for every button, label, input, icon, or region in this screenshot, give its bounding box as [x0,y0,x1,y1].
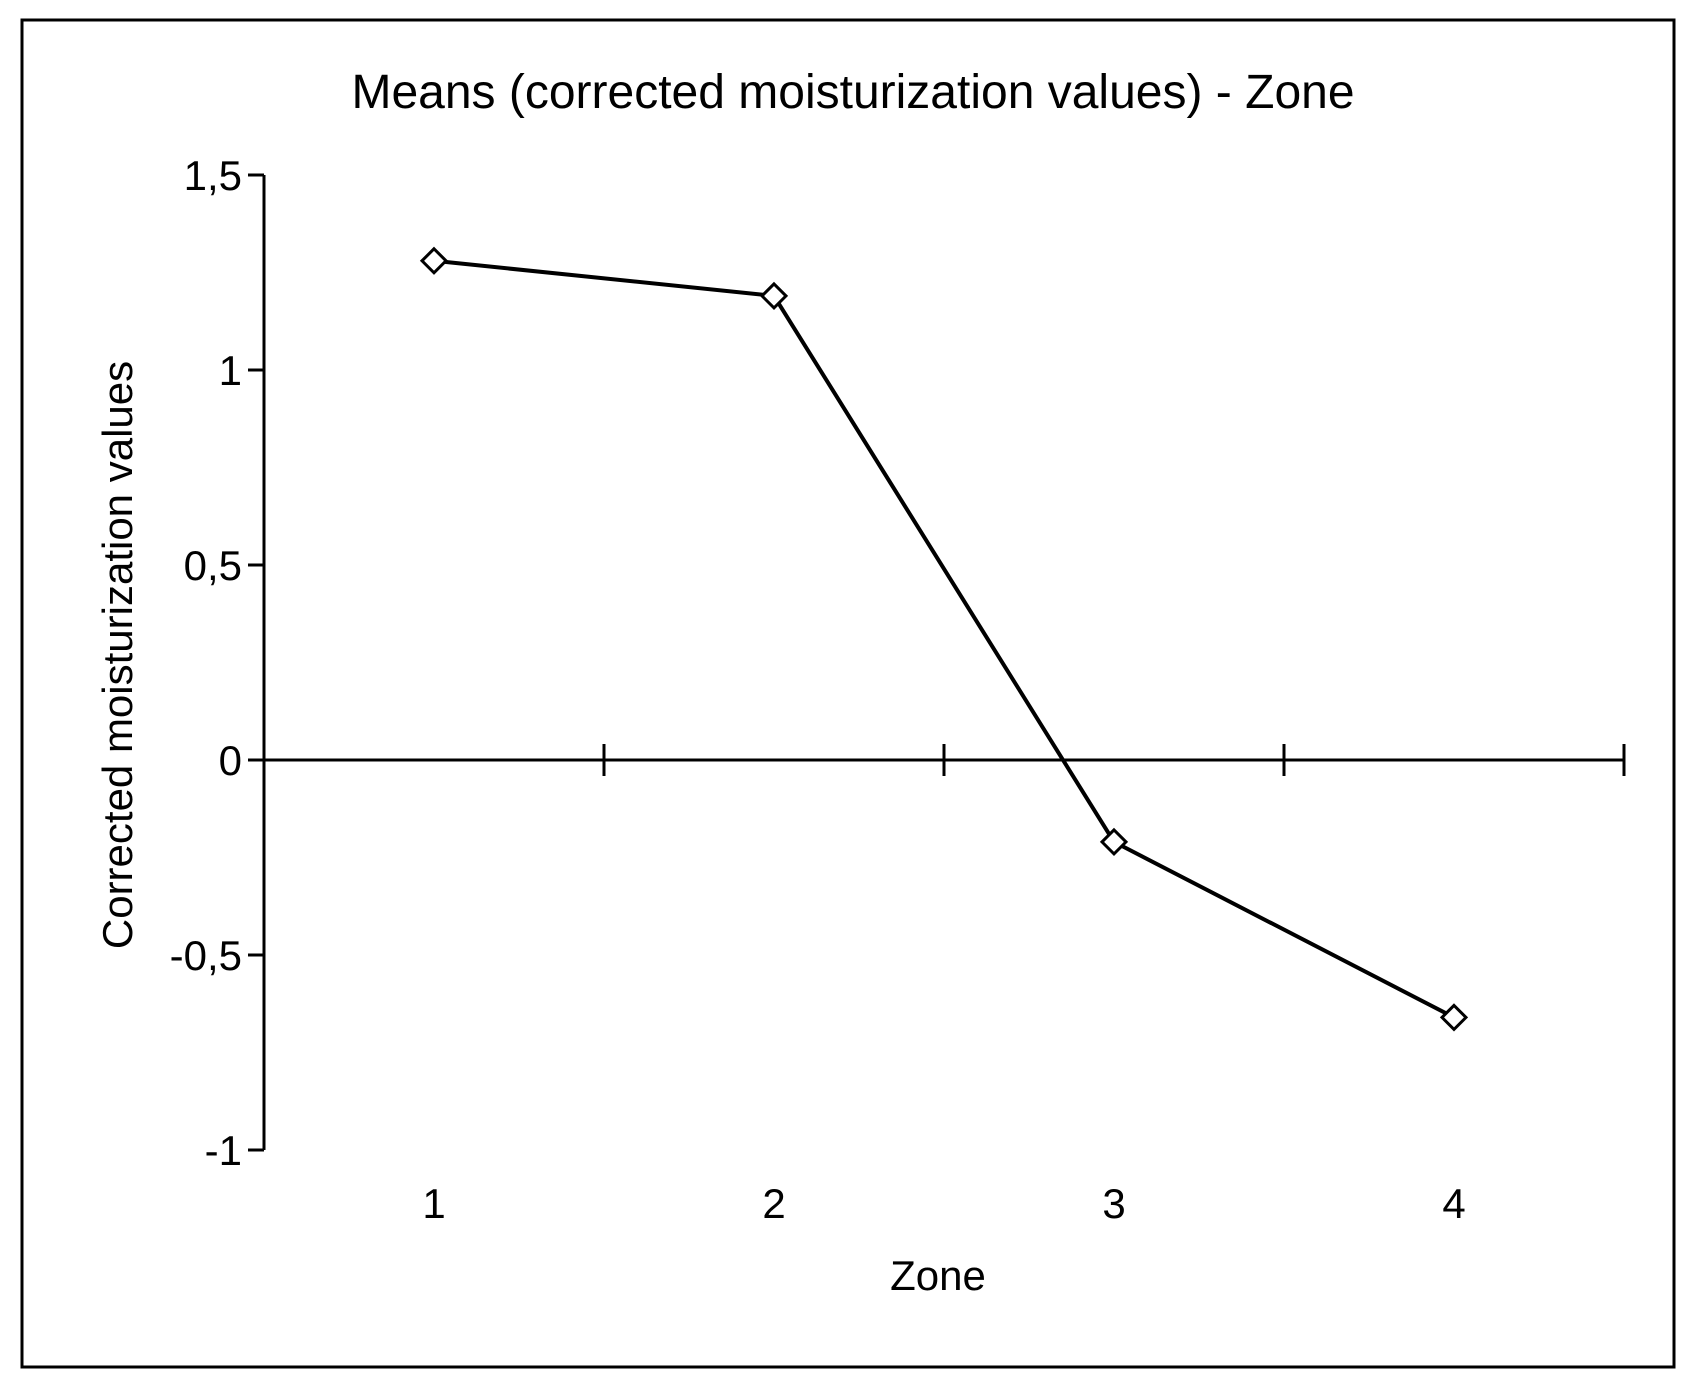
chart-title: Means (corrected moisturization values) … [351,66,1354,119]
data-point-marker-1 [759,281,789,311]
y-tick-label-4: -0,5 [170,932,242,979]
data-point-marker-2 [1099,827,1129,857]
series-layer [419,246,1469,1032]
axes [248,173,1626,1152]
y-tick-label-1: 1 [219,347,242,394]
series-line-0 [433,258,1455,1020]
chart-frame [20,18,1676,1369]
data-point-marker-3 [1439,1003,1469,1032]
y-tick-label-3: 0 [219,737,242,784]
x-tick-label-0: 1 [422,1180,445,1227]
x-tick-label-2: 3 [1102,1180,1125,1227]
data-point-marker-0 [419,246,449,275]
x-tick-label-1: 2 [762,1180,785,1227]
y-axis-label: Corrected moisturization values [94,361,141,949]
x-axis-label: Zone [890,1252,986,1299]
y-tick-label-0: 1,5 [184,152,242,199]
y-tick-label-5: -1 [205,1127,242,1174]
x-tick-label-3: 4 [1442,1180,1465,1227]
tick-labels: 1,5 1 0,5 0 -0,5 -1 1 2 3 4 [170,152,1466,1227]
y-tick-label-2: 0,5 [184,542,242,589]
